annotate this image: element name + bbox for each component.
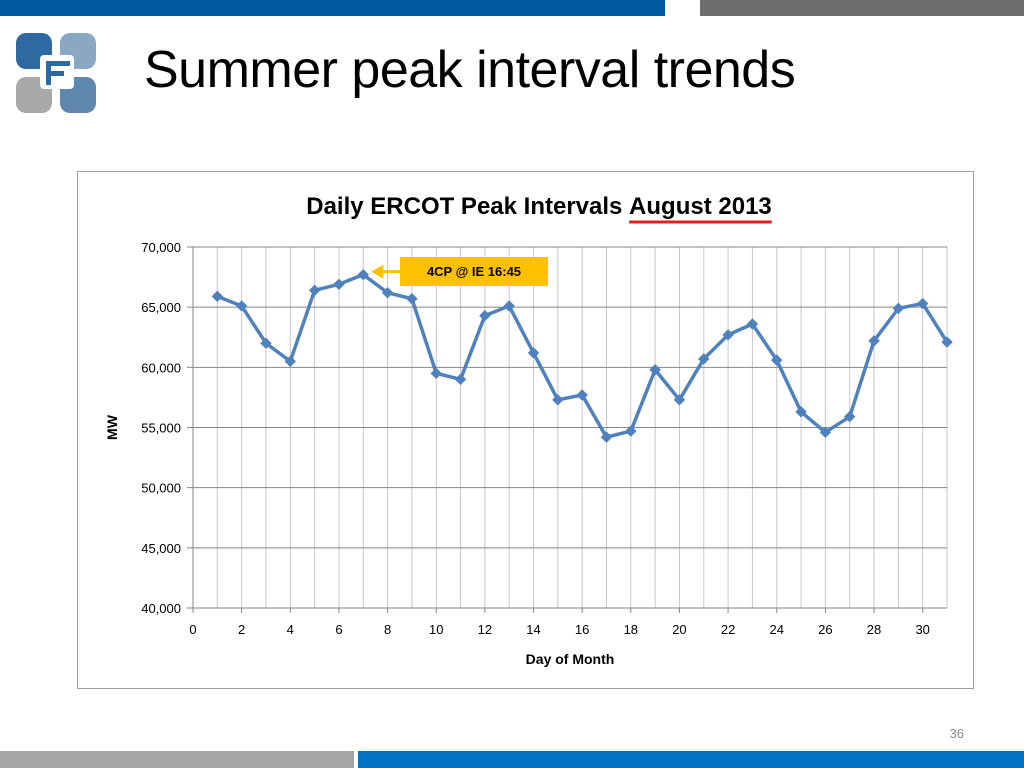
chart-title-month: August 2013 [629, 193, 772, 220]
chart-frame: 40,000 45,000 50,000 55,000 60,000 65,000 70,0… [77, 171, 974, 689]
x-tick-label: 28 [867, 622, 881, 637]
y-tick-label: 40,000 [141, 601, 181, 616]
data-point-marker [503, 300, 515, 312]
x-tick-label: 18 [624, 622, 638, 637]
data-point-marker [819, 426, 832, 439]
data-point-marker [771, 354, 783, 366]
data-point-marker [430, 367, 442, 380]
data-point-marker [308, 284, 321, 297]
x-tick-label: 10 [429, 622, 443, 637]
data-point-marker [479, 309, 491, 322]
data-point-marker [406, 293, 418, 305]
company-logo-icon [16, 33, 96, 113]
x-tick-label: 2 [238, 622, 245, 637]
annotation-box [400, 257, 548, 286]
y-tick-label: 70,000 [141, 240, 181, 255]
data-point-marker [211, 290, 224, 303]
page-number: 36 [949, 726, 964, 741]
slide-title: Summer peak interval trends [144, 41, 796, 99]
x-tick-label: 22 [721, 622, 735, 637]
y-tick-label: 65,000 [141, 300, 181, 315]
data-point-marker [625, 425, 637, 437]
data-point-marker [722, 329, 734, 341]
data-point-marker [746, 318, 759, 330]
data-point-marker [600, 431, 613, 443]
x-tick-label: 20 [672, 622, 686, 637]
chart-title: Daily ERCOT Peak Intervals [306, 193, 629, 220]
x-tick-label: 8 [384, 622, 391, 637]
data-point-marker [673, 394, 686, 406]
x-tick-label: 0 [189, 622, 196, 637]
y-axis-title: MW [104, 414, 120, 440]
data-point-marker [527, 347, 540, 359]
data-point-marker [868, 335, 880, 347]
y-tick-label: 45,000 [141, 541, 181, 556]
annotation-label: 4CP @ IE 16:45 [427, 264, 521, 279]
y-tick-label: 50,000 [141, 481, 181, 496]
header-bar-blue [0, 0, 665, 16]
data-point-marker [284, 355, 296, 368]
x-tick-label: 16 [575, 622, 589, 637]
x-tick-label: 14 [526, 622, 540, 637]
data-point-marker [454, 373, 467, 386]
x-tick-label: 6 [335, 622, 342, 637]
data-point-marker [916, 297, 929, 310]
data-point-marker [698, 353, 710, 365]
footer-bar-blue [358, 751, 1024, 768]
data-point-marker [552, 394, 564, 406]
footer-bar-gray [0, 751, 354, 768]
x-tick-label: 26 [818, 622, 832, 637]
data-point-marker [357, 268, 369, 281]
data-point-marker [649, 364, 661, 376]
x-axis-title: Day of Month [526, 651, 615, 667]
x-tick-label: 12 [478, 622, 492, 637]
data-point-marker [795, 406, 807, 418]
x-tick-label: 30 [915, 622, 929, 637]
y-tick-label: 60,000 [141, 360, 181, 375]
data-point-marker [333, 278, 345, 291]
line-chart: 40,000 45,000 50,000 55,000 60,000 65,000 70,0… [104, 193, 953, 667]
data-point-marker [381, 287, 394, 299]
data-point-marker [844, 410, 856, 423]
annotation-arrow-head [371, 264, 384, 279]
data-point-marker [260, 337, 272, 349]
header-bar-gray [700, 0, 1024, 16]
x-tick-label: 24 [770, 622, 784, 637]
data-point-marker [892, 302, 905, 315]
data-point-marker [235, 300, 248, 312]
data-point-marker [576, 389, 588, 401]
y-tick-label: 55,000 [141, 421, 181, 436]
data-point-marker [941, 336, 953, 348]
x-tick-label: 4 [287, 622, 294, 637]
